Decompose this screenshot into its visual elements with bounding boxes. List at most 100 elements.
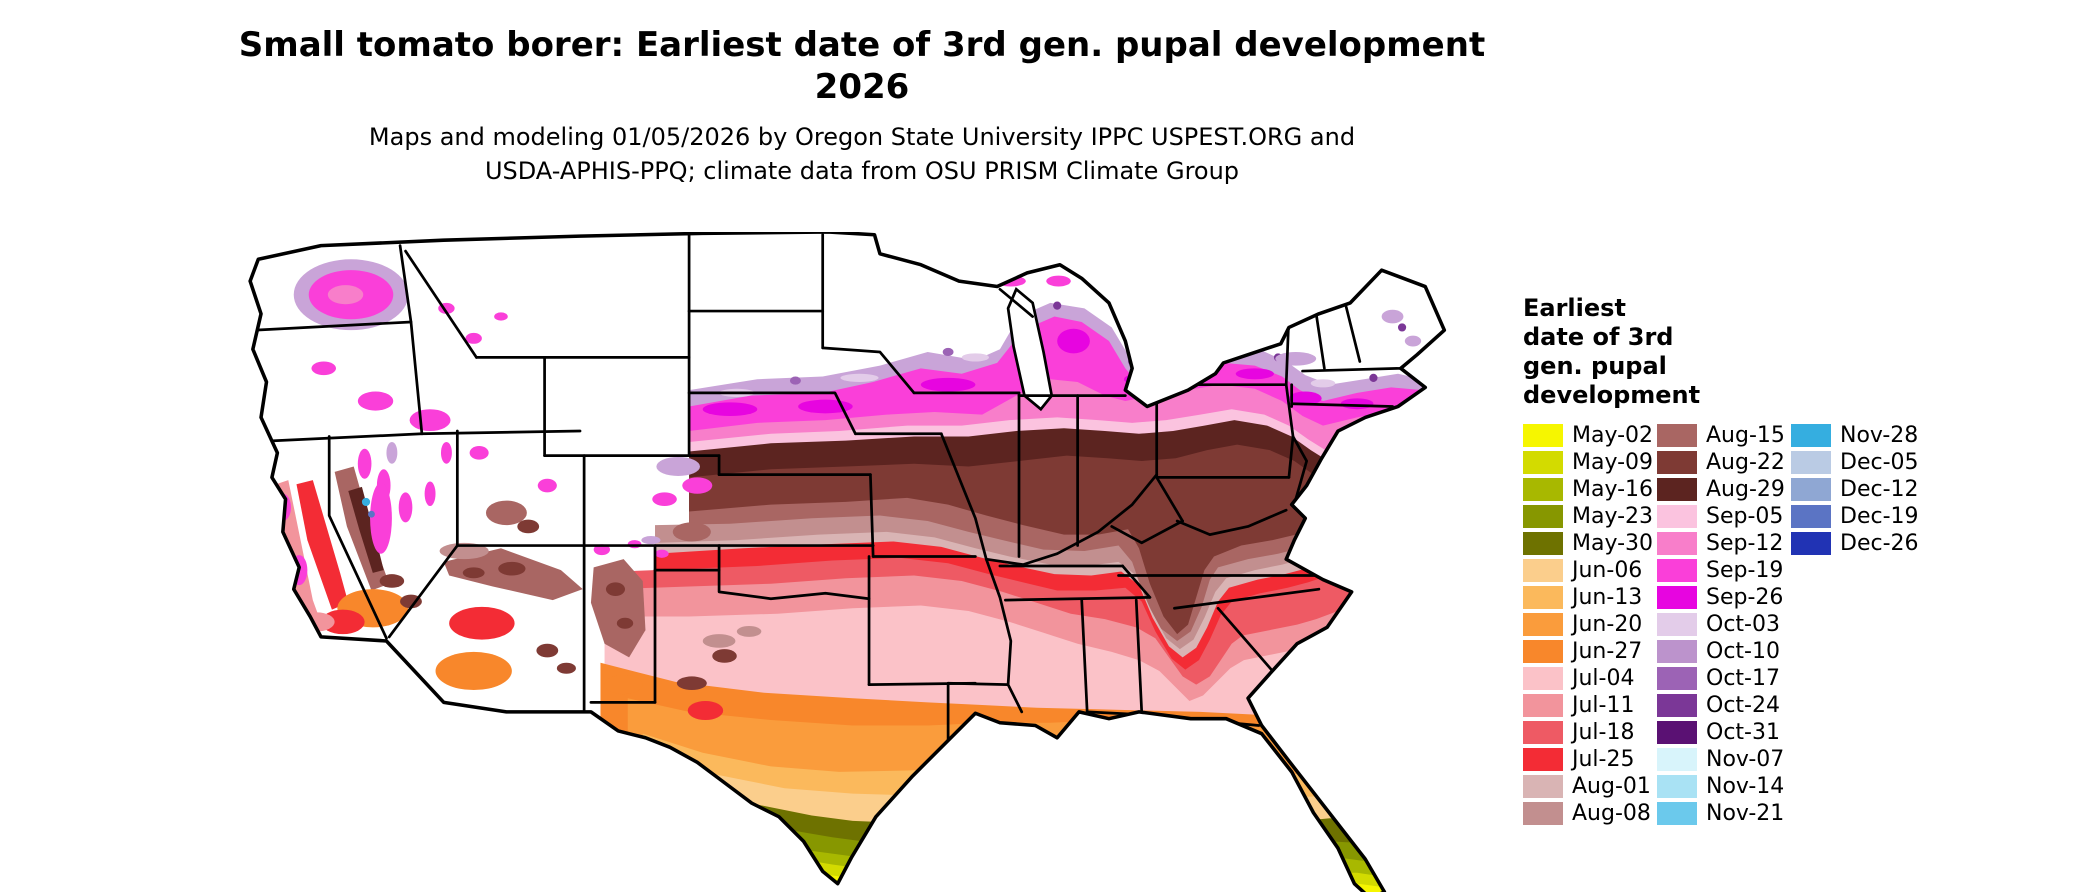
page-title: Small tomato borer: Earliest date of 3rd… xyxy=(0,24,1724,108)
legend-item: Jun-13 xyxy=(1523,584,1657,610)
legend-item: Sep-12 xyxy=(1657,530,1791,556)
legend-label: Jul-25 xyxy=(1572,746,1635,772)
legend-title: Earliest date of 3rd gen. pupal developm… xyxy=(1523,294,2083,410)
legend-title-line: gen. pupal xyxy=(1523,352,1667,380)
legend-item: Jun-06 xyxy=(1523,557,1657,583)
legend-label: May-30 xyxy=(1572,530,1654,556)
legend-item: May-16 xyxy=(1523,476,1657,502)
legend-item: May-30 xyxy=(1523,530,1657,556)
legend-label: Aug-29 xyxy=(1706,476,1785,502)
legend-label: Nov-21 xyxy=(1706,800,1785,826)
legend-item: May-09 xyxy=(1523,449,1657,475)
legend-label: May-23 xyxy=(1572,503,1654,529)
legend-label: Oct-10 xyxy=(1706,638,1780,664)
legend-swatch xyxy=(1657,531,1697,555)
legend-swatch xyxy=(1791,531,1831,555)
legend-swatch xyxy=(1523,801,1563,825)
legend-swatch xyxy=(1657,612,1697,636)
legend-label: Aug-08 xyxy=(1572,800,1651,826)
legend-item: Nov-14 xyxy=(1657,773,1791,799)
legend-item: Dec-19 xyxy=(1791,503,1925,529)
legend-item: Jul-18 xyxy=(1523,719,1657,745)
legend-label: Dec-19 xyxy=(1840,503,1919,529)
legend-label: Jun-27 xyxy=(1572,638,1643,664)
legend-item: Oct-31 xyxy=(1657,719,1791,745)
subtitle-line-2: USDA-APHIS-PPQ; climate data from OSU PR… xyxy=(484,157,1240,185)
legend-item: Dec-05 xyxy=(1791,449,1925,475)
legend-label: Nov-14 xyxy=(1706,773,1785,799)
legend-swatch xyxy=(1791,504,1831,528)
legend-label: Dec-05 xyxy=(1840,449,1919,475)
legend-swatch xyxy=(1657,801,1697,825)
legend-swatch xyxy=(1657,477,1697,501)
legend-item: Nov-21 xyxy=(1657,800,1791,826)
legend-item: Oct-24 xyxy=(1657,692,1791,718)
legend-column-3: Nov-28 Dec-05 Dec-12 Dec-19 Dec-26 xyxy=(1791,422,1925,557)
legend-label: Jul-11 xyxy=(1572,692,1635,718)
legend-swatch xyxy=(1657,504,1697,528)
legend-label: Aug-15 xyxy=(1706,422,1785,448)
legend-item: Sep-26 xyxy=(1657,584,1791,610)
legend-item: Dec-26 xyxy=(1791,530,1925,556)
legend-label: Sep-26 xyxy=(1706,584,1784,610)
title-line-1: Small tomato borer: Earliest date of 3rd… xyxy=(238,25,1486,65)
legend-item: Oct-03 xyxy=(1657,611,1791,637)
legend-label: Jun-20 xyxy=(1572,611,1643,637)
legend-item: Sep-05 xyxy=(1657,503,1791,529)
page-subtitle: Maps and modeling 01/05/2026 by Oregon S… xyxy=(0,120,1724,188)
legend: Earliest date of 3rd gen. pupal developm… xyxy=(1523,294,2083,827)
legend-label: Oct-03 xyxy=(1706,611,1780,637)
legend-swatch xyxy=(1523,612,1563,636)
legend-title-line: development xyxy=(1523,381,1701,409)
legend-item: Nov-28 xyxy=(1791,422,1925,448)
legend-label: Jul-04 xyxy=(1572,665,1635,691)
legend-label: Oct-24 xyxy=(1706,692,1780,718)
legend-swatch xyxy=(1523,693,1563,717)
title-line-2: 2026 xyxy=(814,67,910,107)
legend-swatch xyxy=(1657,585,1697,609)
legend-item: Jul-11 xyxy=(1523,692,1657,718)
legend-swatch xyxy=(1523,450,1563,474)
state-borders xyxy=(250,232,1403,741)
legend-swatch xyxy=(1523,720,1563,744)
legend-item: Dec-12 xyxy=(1791,476,1925,502)
legend-label: Nov-07 xyxy=(1706,746,1785,772)
legend-label: Nov-28 xyxy=(1840,422,1919,448)
legend-label: Jul-18 xyxy=(1572,719,1635,745)
legend-swatch xyxy=(1523,666,1563,690)
legend-columns: May-02 May-09 May-16 May-23 May-30 Jun-06 Jun-… xyxy=(1523,422,2083,827)
legend-item: Aug-01 xyxy=(1523,773,1657,799)
legend-swatch xyxy=(1791,450,1831,474)
legend-item: Aug-08 xyxy=(1523,800,1657,826)
legend-item: May-23 xyxy=(1523,503,1657,529)
legend-item: Jul-04 xyxy=(1523,665,1657,691)
legend-item: Jun-20 xyxy=(1523,611,1657,637)
legend-label: Sep-12 xyxy=(1706,530,1784,556)
legend-item: Aug-29 xyxy=(1657,476,1791,502)
legend-title-line: Earliest xyxy=(1523,294,1626,322)
legend-swatch xyxy=(1791,477,1831,501)
legend-swatch xyxy=(1657,450,1697,474)
legend-label: Dec-26 xyxy=(1840,530,1919,556)
legend-label: May-09 xyxy=(1572,449,1654,475)
legend-label: Dec-12 xyxy=(1840,476,1919,502)
legend-swatch xyxy=(1523,585,1563,609)
legend-swatch xyxy=(1523,531,1563,555)
legend-item: Oct-10 xyxy=(1657,638,1791,664)
legend-item: Nov-07 xyxy=(1657,746,1791,772)
legend-title-line: date of 3rd xyxy=(1523,323,1674,351)
legend-swatch xyxy=(1791,423,1831,447)
legend-item: May-02 xyxy=(1523,422,1657,448)
legend-label: May-02 xyxy=(1572,422,1654,448)
legend-swatch xyxy=(1523,747,1563,771)
legend-label: Oct-17 xyxy=(1706,665,1780,691)
legend-item: Jul-25 xyxy=(1523,746,1657,772)
us-map xyxy=(239,230,1480,892)
legend-swatch xyxy=(1657,720,1697,744)
legend-swatch xyxy=(1523,558,1563,582)
legend-label: Aug-22 xyxy=(1706,449,1785,475)
legend-label: Aug-01 xyxy=(1572,773,1651,799)
legend-label: Jun-06 xyxy=(1572,557,1643,583)
legend-label: Sep-05 xyxy=(1706,503,1784,529)
